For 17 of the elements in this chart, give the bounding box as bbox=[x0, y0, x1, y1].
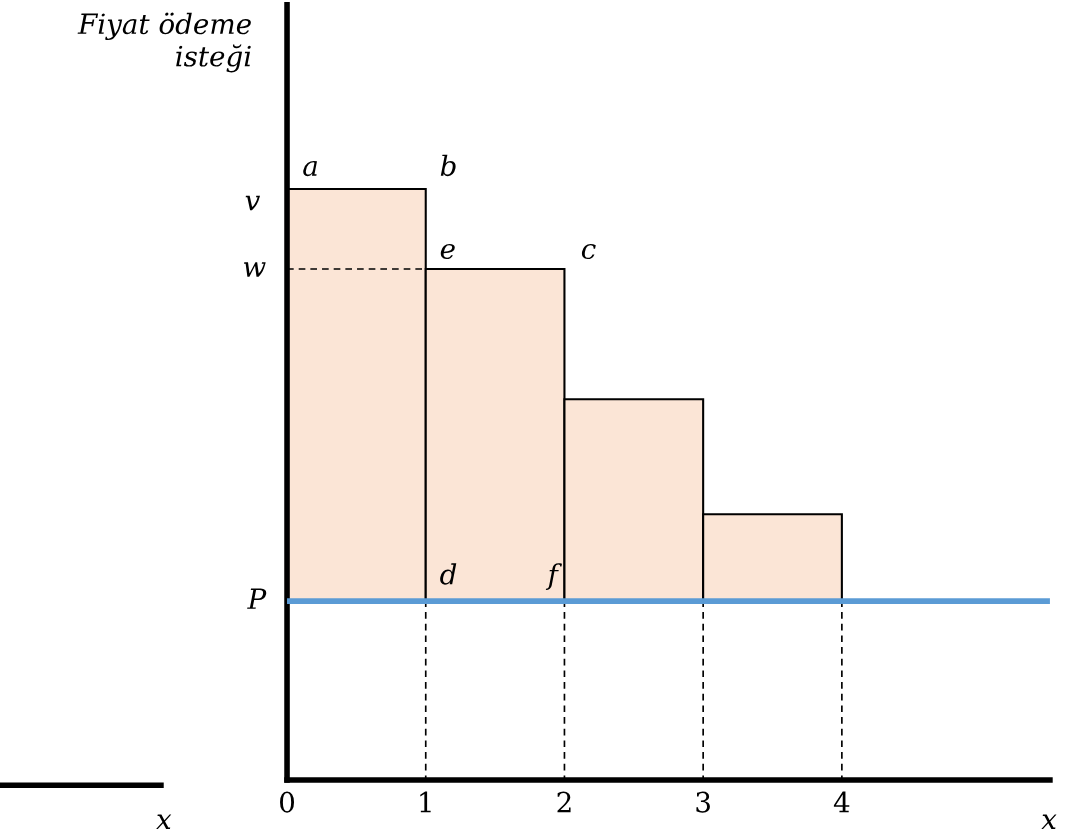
text: v bbox=[245, 195, 261, 211]
y-axis-title: Fiyat ödeme isteği bbox=[77, 12, 251, 73]
x-tick-label: 2 bbox=[557, 791, 571, 813]
text: a bbox=[303, 160, 317, 177]
x-tick-label: 1 bbox=[420, 791, 431, 813]
text: x bbox=[156, 814, 172, 830]
x-tick-label: 4 bbox=[833, 791, 850, 813]
x-axis-title: x bbox=[1041, 814, 1057, 830]
annotation: d bbox=[440, 563, 457, 585]
ref-line-label: w bbox=[244, 262, 266, 277]
annotation: f bbox=[545, 563, 562, 591]
x-tick-label: 0 bbox=[280, 791, 295, 813]
x-tick-label: 3 bbox=[696, 791, 710, 813]
text: b bbox=[440, 154, 456, 177]
annotation: e bbox=[440, 243, 455, 260]
annotation: c bbox=[581, 243, 596, 260]
ref-line-label: P bbox=[247, 588, 267, 609]
